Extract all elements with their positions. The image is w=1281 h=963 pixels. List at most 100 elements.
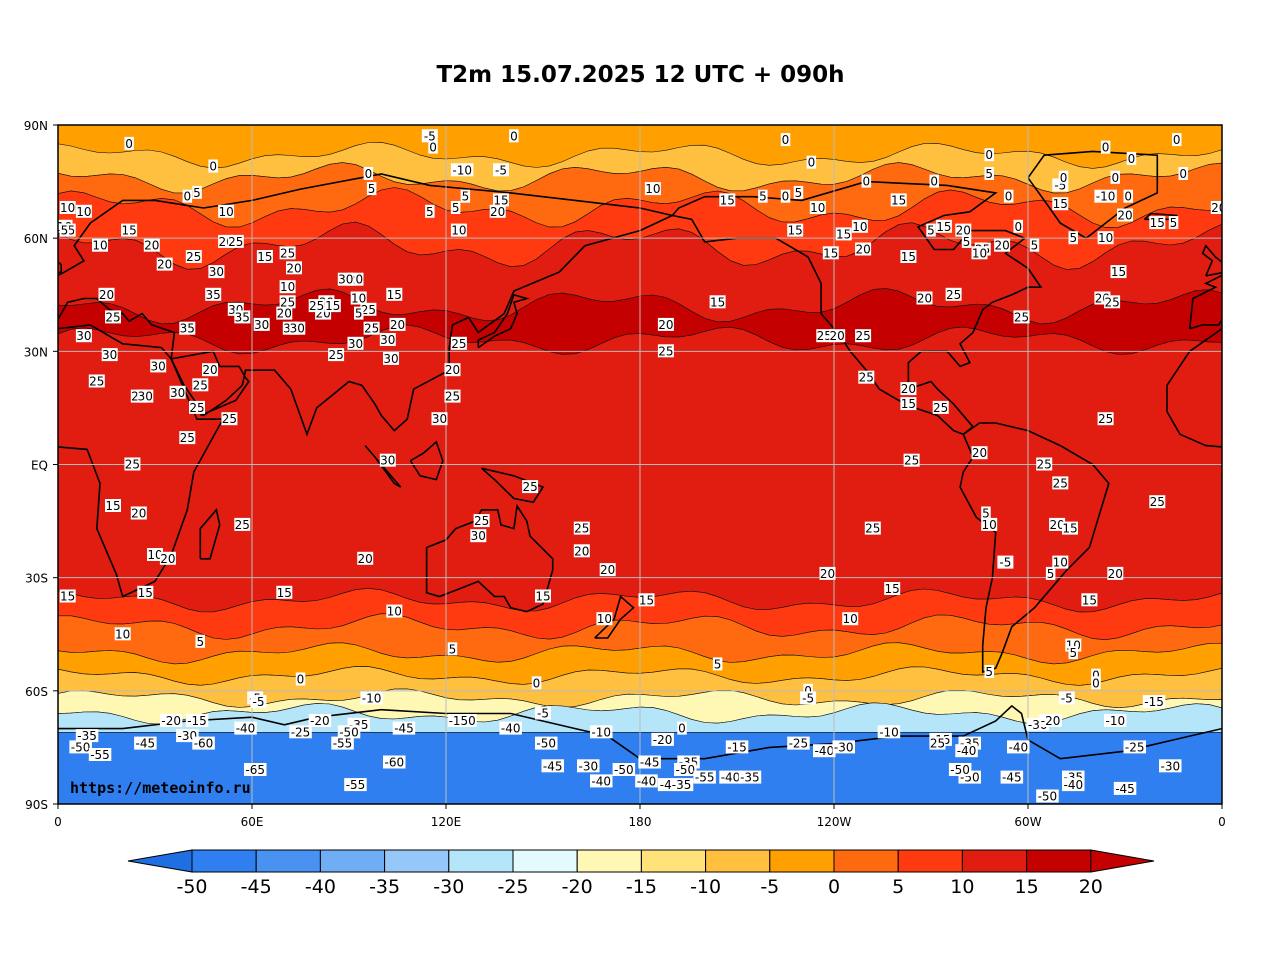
contour-label-text: -45 bbox=[640, 756, 660, 770]
colorbar-tick-label: 20 bbox=[1079, 876, 1103, 898]
contour-label-text: 15 bbox=[720, 193, 735, 207]
contour-label: -30 bbox=[1159, 759, 1182, 773]
lat-tick-label: EQ bbox=[31, 459, 48, 473]
lon-tick-label: 0 bbox=[1218, 815, 1226, 829]
land-indonesia-borneo bbox=[409, 440, 444, 481]
contour-label: 20 bbox=[202, 363, 218, 377]
lat-tick-label: 30N bbox=[24, 345, 48, 359]
contour-label-text: 20 bbox=[1117, 209, 1132, 223]
chart-title: T2m 15.07.2025 12 UTC + 090h bbox=[436, 62, 845, 88]
contour-label-text: 10 bbox=[451, 224, 466, 238]
contour-label-text: 30 bbox=[380, 454, 395, 468]
contour-label-text: 5 bbox=[355, 307, 363, 321]
contour-label: -5 bbox=[1058, 691, 1075, 705]
contour-label: -60 bbox=[383, 755, 406, 770]
contour-label-text: 25 bbox=[946, 288, 961, 302]
contour-label: 25 bbox=[450, 336, 467, 351]
contour-label-text: -60 bbox=[194, 737, 214, 751]
contour-label-text: 0 bbox=[782, 133, 790, 147]
contour-label-text: 15 bbox=[325, 299, 340, 313]
contour-label: -45 bbox=[1113, 781, 1137, 796]
contour-label: 20 bbox=[916, 291, 933, 306]
contour-label-text: 0 bbox=[365, 167, 373, 181]
contour-label-text: -5 bbox=[1054, 178, 1066, 192]
contour-label: 25 bbox=[858, 370, 875, 385]
contour-label: -5 bbox=[493, 163, 509, 177]
contour-label: 5 bbox=[984, 167, 994, 181]
contour-label: -4-35 bbox=[657, 778, 694, 792]
land-uk bbox=[1201, 244, 1222, 277]
contour-label: -50 bbox=[948, 763, 972, 777]
contour-label-text: -5 bbox=[537, 707, 549, 721]
contour-label-text: -50 bbox=[536, 737, 556, 751]
contour-label-text: 10 bbox=[387, 605, 402, 619]
colorbar-tick-label: -35 bbox=[369, 876, 400, 898]
contour-label: 30 bbox=[289, 321, 306, 336]
contour-label: 20 bbox=[829, 329, 846, 343]
contour-label-text: 10 bbox=[843, 612, 858, 626]
contour-label: 10 bbox=[218, 204, 235, 219]
contour-label-text: -15 bbox=[1144, 695, 1164, 709]
contour-label: 5 bbox=[1045, 566, 1056, 581]
contour-label-text: 5 bbox=[985, 167, 993, 181]
contour-label: 10 bbox=[450, 223, 467, 238]
contour-label: 10 bbox=[114, 627, 131, 641]
land-na bbox=[671, 180, 1043, 436]
contour-label-text: 5 bbox=[452, 201, 460, 215]
contour-label-text: 25 bbox=[180, 431, 195, 445]
contour-label: 0 bbox=[861, 174, 872, 189]
contour-label-text: -50 bbox=[339, 725, 359, 739]
contour-label-text: 0 bbox=[862, 175, 870, 189]
contour-label-text: 5 bbox=[1069, 231, 1077, 245]
contour-label: 20 bbox=[900, 382, 917, 396]
contour-label-text: 15 bbox=[1082, 593, 1097, 607]
contour-label-text: 0 bbox=[678, 722, 686, 736]
contour-label: 25 bbox=[945, 287, 962, 302]
contour-label-text: 15 bbox=[1150, 216, 1165, 230]
contour-label-text: 5 bbox=[963, 235, 971, 249]
contour-label-text: 25 bbox=[1053, 476, 1068, 490]
contour-label-text: -45 bbox=[543, 759, 563, 773]
contour-label: 20 bbox=[357, 551, 374, 566]
contour-label-text: 0 bbox=[1179, 167, 1187, 181]
contour-label: 0 bbox=[182, 189, 193, 204]
contour-label: 5 bbox=[59, 223, 70, 238]
contour-label-text: 15 bbox=[121, 224, 136, 238]
contour-label: -40 bbox=[1007, 740, 1030, 754]
contour-label-text: 25 bbox=[1014, 310, 1029, 324]
contour-label: -10 bbox=[1104, 714, 1127, 728]
contour-label-text: 10 bbox=[147, 548, 162, 562]
contour-label: 15 bbox=[787, 223, 804, 238]
colorbar-tick-label: -50 bbox=[176, 876, 207, 898]
colorbar-segment bbox=[319, 849, 386, 873]
contour-label-text: 20 bbox=[956, 224, 971, 238]
contour-label-text: 0 bbox=[125, 137, 133, 151]
contour-label: 25 bbox=[657, 344, 674, 358]
contour-label-text: -5 bbox=[424, 129, 436, 143]
contour-label: -40 bbox=[635, 774, 658, 788]
contour-label: 10 bbox=[147, 548, 163, 562]
contour-label: 25 bbox=[308, 299, 325, 313]
colorbar-tick-label: -30 bbox=[433, 876, 464, 898]
contour-label: -35 bbox=[738, 770, 762, 785]
contour-label: 30 bbox=[253, 317, 270, 332]
contour-label-text: 25 bbox=[1104, 295, 1119, 309]
contour-label-text: 0 bbox=[1124, 190, 1132, 204]
contour-label-text: 0 bbox=[1014, 220, 1022, 234]
contour-label-text: -50 bbox=[71, 740, 91, 754]
contour-label-text: 20 bbox=[1108, 567, 1123, 581]
land-iceland bbox=[1143, 212, 1178, 221]
contour-label: 5 bbox=[961, 234, 972, 249]
contour-label: 25 bbox=[1097, 412, 1114, 426]
contour-label-text: 20 bbox=[917, 292, 932, 306]
contour-label: -65 bbox=[244, 763, 267, 777]
contour-label-text: 25 bbox=[222, 412, 237, 426]
contour-label: 0 bbox=[124, 136, 134, 151]
lat-tick-label: 90S bbox=[25, 798, 48, 812]
contour-label: 25 bbox=[105, 310, 121, 324]
contour-label-text: -15 bbox=[727, 740, 747, 754]
colorbar-max-arrow bbox=[1090, 849, 1155, 873]
contour-label-text: -30 bbox=[578, 759, 598, 773]
contour-label: -20 bbox=[308, 714, 332, 728]
colorbar-tick-label: 5 bbox=[892, 876, 904, 898]
